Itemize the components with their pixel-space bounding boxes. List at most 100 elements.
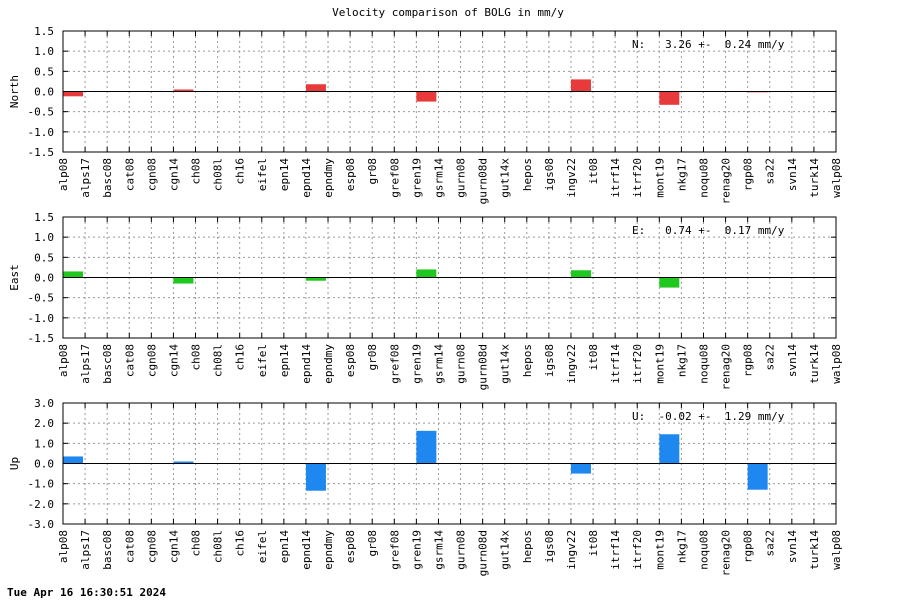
x-tick-label: ingv22 — [565, 158, 578, 198]
x-tick-label: svn14 — [786, 344, 799, 377]
x-tick-label: alps17 — [79, 158, 92, 198]
x-tick-label: ch16 — [234, 530, 247, 557]
x-tick-label: esp08 — [344, 344, 357, 377]
x-tick-label: ingv22 — [565, 344, 578, 384]
x-tick-label: noqu08 — [697, 158, 710, 198]
bar-epnd14 — [305, 84, 326, 92]
x-tick-label: turk14 — [808, 158, 821, 198]
x-tick-label: cgn14 — [167, 530, 180, 563]
x-tick-label: itrf14 — [609, 158, 622, 198]
plot-frame — [62, 216, 837, 339]
x-tick-label: nkg17 — [675, 530, 688, 563]
x-tick-label: gurn08d — [477, 530, 490, 576]
y-tick-label: -2.0 — [28, 498, 55, 511]
x-tick-label: ch08l — [212, 158, 225, 191]
x-tick-label: alp08 — [57, 158, 70, 191]
velocity-annotation: E: 0.74 +- 0.17 mm/y — [632, 224, 785, 237]
y-tick-label: -1.0 — [28, 126, 55, 139]
x-tick-label: ch16 — [234, 344, 247, 371]
x-tick-label: epnd14 — [300, 344, 313, 384]
x-tick-label: noqu08 — [697, 344, 710, 384]
y-axis-label: East — [8, 264, 21, 291]
bar-alp08 — [63, 456, 83, 464]
x-tick-label: gren19 — [410, 158, 423, 198]
bar-gren19 — [416, 430, 437, 464]
x-tick-label: renag20 — [720, 158, 733, 204]
chart-panel-up: -3.0 -2.0 -1.0 0.0 1.0 2.0 3.0 alp08 alps17 basc0… — [8, 397, 843, 576]
x-tick-label: esp08 — [344, 530, 357, 563]
x-tick-label: svn14 — [786, 158, 799, 191]
bar-ingv22 — [570, 270, 591, 278]
x-tick-label: nkg17 — [675, 344, 688, 377]
y-tick-label: -1.5 — [28, 146, 55, 159]
y-tick-label: 0.0 — [34, 86, 54, 99]
x-tick-label: itrf14 — [609, 344, 622, 384]
x-tick-label: sa22 — [764, 530, 777, 557]
x-tick-label: gsrm14 — [432, 158, 445, 198]
x-tick-label: gr08 — [366, 530, 379, 557]
x-tick-label: hepos — [521, 344, 534, 377]
bar-gren19 — [416, 91, 437, 102]
x-tick-label: renag20 — [720, 344, 733, 390]
x-tick-label: turk14 — [808, 344, 821, 384]
chart-panel-east: -1.5 -1.0 -0.5 0.0 0.5 1.0 1.5 alp08 alps17 basc0… — [8, 211, 843, 390]
y-tick-label: -0.5 — [28, 106, 55, 119]
bar-ingv22 — [570, 463, 591, 474]
y-axis-label: Up — [8, 457, 21, 470]
y-tick-label: 2.0 — [34, 417, 54, 430]
x-tick-label: ch08l — [212, 344, 225, 377]
x-tick-label: gref08 — [388, 158, 401, 198]
x-tick-label: epndmy — [322, 158, 335, 198]
bar-rgp08 — [747, 463, 768, 490]
x-tick-label: eifel — [256, 344, 269, 377]
x-tick-label: nkg17 — [675, 158, 688, 191]
x-tick-label: epn14 — [278, 344, 291, 377]
x-tick-label: turk14 — [808, 530, 821, 570]
x-tick-label: epndmy — [322, 530, 335, 570]
x-tick-label: rgp08 — [742, 530, 755, 563]
x-tick-label: cgn08 — [145, 530, 158, 563]
x-tick-label: cat08 — [123, 344, 136, 377]
x-tick-label: esp08 — [344, 158, 357, 191]
x-tick-label: gsrm14 — [432, 344, 445, 384]
bar-ingv22 — [570, 79, 591, 92]
x-tick-label: itrf20 — [631, 158, 644, 198]
x-tick-label: itrf20 — [631, 344, 644, 384]
x-tick-label: ch08 — [190, 530, 203, 557]
velocity-annotation: U: -0.02 +- 1.29 mm/y — [632, 410, 785, 423]
x-tick-label: basc08 — [101, 158, 114, 198]
x-tick-label: it08 — [587, 344, 600, 371]
x-tick-label: cat08 — [123, 530, 136, 563]
y-tick-label: -0.5 — [28, 292, 55, 305]
x-tick-label: gurn08 — [455, 158, 468, 198]
y-tick-label: 3.0 — [34, 397, 54, 410]
x-tick-label: cgn14 — [167, 158, 180, 191]
x-tick-label: gurn08d — [477, 344, 490, 390]
x-tick-label: walp08 — [830, 344, 843, 384]
x-tick-label: mont19 — [653, 158, 666, 198]
x-tick-label: alps17 — [79, 530, 92, 570]
x-tick-label: gren19 — [410, 344, 423, 384]
chart-panel-north: -1.5 -1.0 -0.5 0.0 0.5 1.0 1.5 alp08 alps17 basc0… — [8, 25, 843, 204]
x-tick-label: igs08 — [543, 530, 556, 563]
x-tick-label: ch08l — [212, 530, 225, 563]
chart-title: Velocity comparison of BOLG in mm/y — [332, 6, 564, 19]
x-tick-label: mont19 — [653, 344, 666, 384]
bar-alp08 — [63, 271, 83, 278]
x-tick-label: gr08 — [366, 158, 379, 185]
bar-mont19 — [659, 91, 680, 105]
x-tick-label: noqu08 — [697, 530, 710, 570]
x-tick-label: gren19 — [410, 530, 423, 570]
bar-mont19 — [659, 434, 680, 464]
x-tick-label: epndmy — [322, 344, 335, 384]
x-tick-label: svn14 — [786, 530, 799, 563]
x-tick-label: eifel — [256, 530, 269, 563]
x-tick-label: basc08 — [101, 344, 114, 384]
x-tick-label: itrf14 — [609, 530, 622, 570]
x-tick-label: basc08 — [101, 530, 114, 570]
y-tick-label: 0.0 — [34, 458, 54, 471]
plot-frame — [62, 402, 837, 525]
x-tick-label: epnd14 — [300, 530, 313, 570]
plot-frame — [62, 30, 837, 153]
